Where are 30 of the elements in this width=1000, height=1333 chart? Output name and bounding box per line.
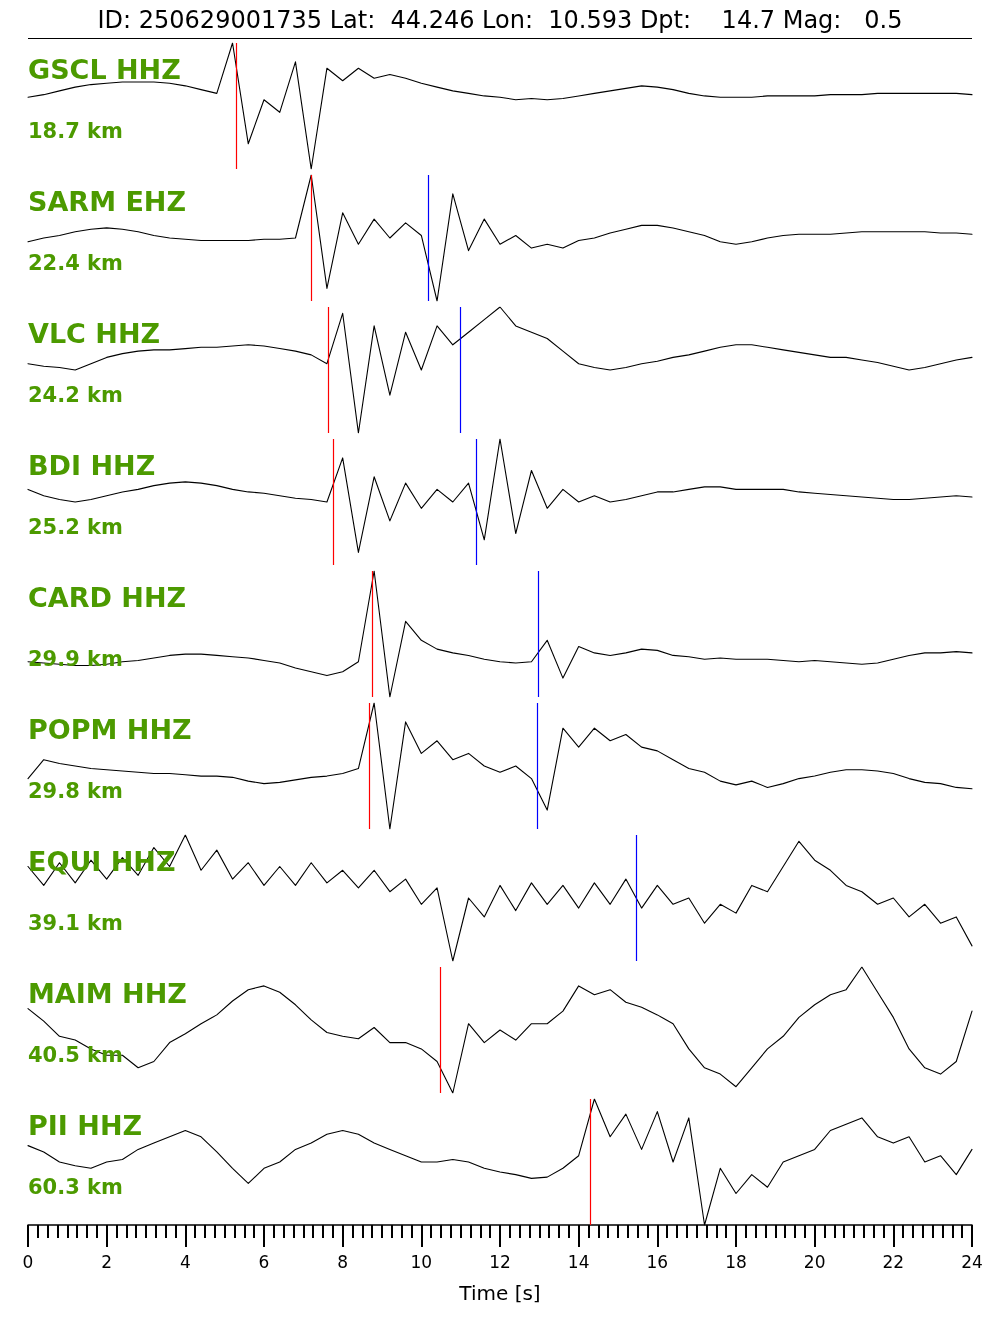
chart-title: ID: 250629001735 Lat: 44.246 Lon: 10.593 Dpt: 14.7 Mag: 0.5: [96, 6, 904, 34]
x-tick-label: 12: [489, 1251, 511, 1272]
x-tick-label: 18: [725, 1251, 747, 1272]
x-tick-label: 16: [646, 1251, 669, 1272]
annotation: 29.8 km: [28, 778, 123, 803]
annotation: 22.4 km: [28, 250, 123, 275]
x-tick-label: 8: [337, 1251, 349, 1272]
annotation: 18.7 km: [28, 118, 123, 143]
annotation: 60.3 km: [28, 1174, 123, 1199]
x-tick-label: 4: [179, 1251, 191, 1272]
annotation: 39.1 km: [28, 910, 123, 935]
annotation: BDI HHZ: [28, 450, 156, 481]
annotation: 25.2 km: [28, 514, 123, 539]
annotation: CARD HHZ: [28, 582, 187, 613]
x-tick-label: 2: [101, 1251, 113, 1272]
annotation: PII HHZ: [28, 1110, 143, 1141]
annotation: SARM EHZ: [28, 186, 187, 217]
annotation: VLC HHZ: [28, 318, 161, 349]
x-axis-title: Time [s]: [458, 1281, 541, 1305]
x-tick-label: 0: [22, 1251, 34, 1272]
x-tick-label: 24: [961, 1251, 983, 1272]
x-tick-label: 14: [567, 1251, 590, 1272]
annotation: POPM HHZ: [28, 714, 192, 745]
annotation: MAIM HHZ: [28, 978, 187, 1009]
x-tick-label: 22: [882, 1251, 905, 1272]
x-tick-label: 6: [258, 1251, 270, 1272]
x-tick-label: 20: [803, 1251, 826, 1272]
annotation: 24.2 km: [28, 382, 123, 407]
x-tick-label: 10: [410, 1251, 433, 1272]
annotation: GSCL HHZ: [28, 54, 181, 85]
